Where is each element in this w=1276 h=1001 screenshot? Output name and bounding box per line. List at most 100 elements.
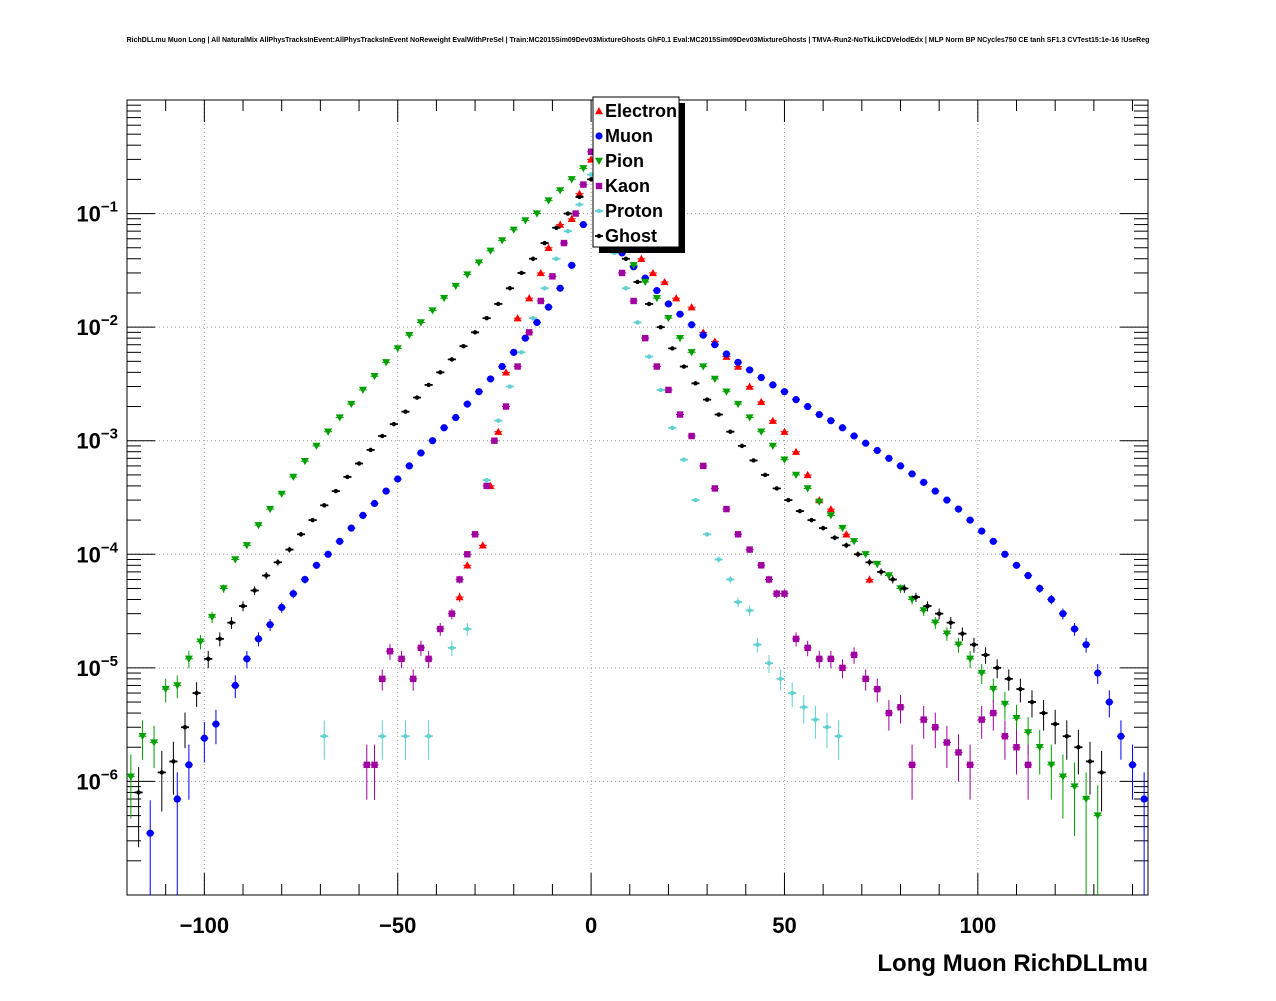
data-point <box>734 531 742 538</box>
grid-layer <box>127 100 1148 895</box>
data-point <box>239 603 248 609</box>
data-point <box>723 505 730 513</box>
marker-dot <box>596 208 602 214</box>
marker-dot <box>496 301 501 307</box>
data-point <box>1000 700 1009 709</box>
marker-dot <box>403 409 408 414</box>
data-point <box>289 473 298 481</box>
data-point <box>660 277 669 286</box>
marker-dot <box>465 626 470 632</box>
data-point <box>958 631 967 636</box>
data-point <box>711 485 719 492</box>
marker-dot <box>345 474 350 480</box>
data-point <box>138 733 147 741</box>
data-point <box>262 573 271 578</box>
data-point <box>896 462 905 470</box>
data-point <box>758 562 765 569</box>
data-point <box>884 572 893 580</box>
data-point <box>456 576 463 583</box>
data-point <box>955 749 962 756</box>
marker-dot <box>824 725 830 730</box>
data-point <box>850 538 859 546</box>
data-point <box>765 576 773 583</box>
data-point <box>436 370 445 375</box>
data-point <box>200 734 208 742</box>
legend-entry-electron: Electron <box>595 101 677 121</box>
data-point <box>943 496 951 504</box>
data-point <box>498 362 506 371</box>
marker-dot <box>809 517 814 523</box>
data-point <box>668 346 677 351</box>
ticks-layer: −100 −50 0 50 100 10−6 10−5 10−4 10−3 10−2 10−1 <box>76 100 1148 938</box>
data-point <box>157 770 166 775</box>
data-point <box>1082 795 1091 804</box>
marker-dot <box>820 525 826 531</box>
marker-dot <box>801 705 806 710</box>
data-point <box>637 254 646 262</box>
marker-dot <box>693 497 698 503</box>
marker-dot <box>925 603 930 609</box>
data-point <box>1036 584 1044 593</box>
data-point <box>451 282 460 291</box>
marker-dot <box>530 315 536 321</box>
data-point <box>401 409 410 414</box>
data-point <box>525 294 534 302</box>
data-point <box>378 734 387 739</box>
data-point <box>795 508 804 514</box>
marker-dot <box>403 734 408 739</box>
data-point <box>552 256 561 261</box>
series-ghost <box>134 177 1106 848</box>
legend: Electron Muon Pion Kaon Proton Ghost <box>592 96 685 253</box>
data-point <box>737 443 746 449</box>
marker-dot <box>391 421 397 427</box>
data-point <box>792 635 800 643</box>
data-point <box>359 511 367 519</box>
legend-entry-ghost: Ghost <box>595 226 657 246</box>
data-point <box>366 447 375 453</box>
data-point <box>459 343 468 349</box>
marker-dot <box>797 508 803 514</box>
data-point <box>799 705 808 710</box>
data-point <box>1093 812 1102 820</box>
data-point <box>471 531 479 538</box>
data-point <box>544 197 553 205</box>
data-point <box>463 561 472 569</box>
chart-title: RichDLLmu Muon Long | All NaturalMix All… <box>127 37 1150 44</box>
marker-dot <box>971 642 977 647</box>
data-point <box>734 599 743 605</box>
data-point <box>911 594 920 600</box>
data-point <box>478 541 487 549</box>
data-point <box>981 652 990 658</box>
series-muon <box>146 200 1149 895</box>
data-point <box>653 363 661 370</box>
data-point <box>815 410 823 419</box>
data-point <box>320 503 329 508</box>
marker-dot <box>635 279 640 285</box>
data-point <box>687 349 696 357</box>
data-point <box>405 462 413 470</box>
data-point <box>556 220 565 228</box>
data-point <box>1059 610 1067 618</box>
data-point <box>389 421 398 427</box>
data-point <box>567 214 576 222</box>
marker-dot <box>1076 745 1081 750</box>
data-point <box>803 470 812 479</box>
data-point <box>966 761 974 769</box>
data-point <box>204 656 213 662</box>
marker-dot <box>693 381 698 386</box>
marker-dot <box>681 457 687 462</box>
marker-dot <box>813 717 818 722</box>
data-point <box>815 498 824 506</box>
data-point <box>529 256 538 261</box>
data-point <box>966 655 975 663</box>
marker-dot <box>507 384 513 389</box>
data-point <box>1001 550 1009 558</box>
data-point <box>834 734 843 739</box>
data-point <box>826 505 835 513</box>
data-point <box>579 220 587 229</box>
data-point <box>676 411 684 418</box>
data-point <box>301 575 309 584</box>
data-point <box>931 619 940 627</box>
data-point <box>250 588 259 593</box>
